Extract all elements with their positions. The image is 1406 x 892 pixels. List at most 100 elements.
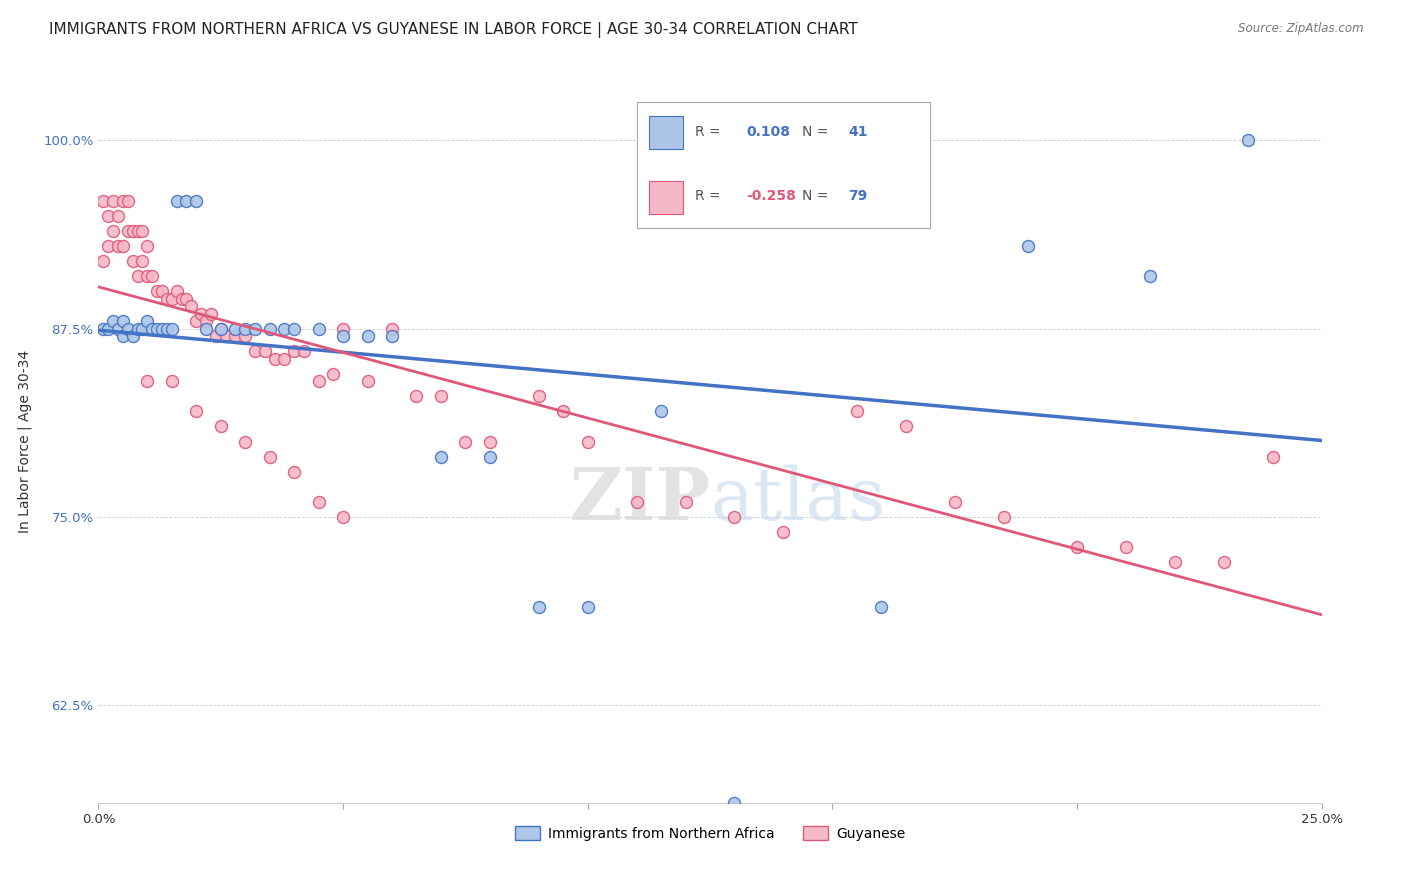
Point <box>993 509 1015 524</box>
Text: ZIP: ZIP <box>569 464 710 535</box>
Point <box>1115 540 1137 554</box>
Point <box>675 495 697 509</box>
Point <box>1212 555 1234 569</box>
Point <box>308 321 330 335</box>
Point <box>209 419 232 434</box>
Point <box>101 314 124 328</box>
Point <box>101 194 124 208</box>
Point <box>97 209 120 223</box>
Point <box>91 253 114 268</box>
Point <box>121 224 143 238</box>
Point <box>117 224 139 238</box>
Point <box>150 321 173 335</box>
Point <box>576 600 599 615</box>
Point <box>233 329 256 343</box>
Point <box>170 292 193 306</box>
Point <box>723 796 745 810</box>
Point <box>186 194 208 208</box>
Point <box>136 239 159 253</box>
Point <box>214 329 236 343</box>
Point <box>381 321 404 335</box>
Point <box>190 307 212 321</box>
Point <box>97 239 120 253</box>
Point <box>176 194 198 208</box>
Point <box>478 434 501 449</box>
Point <box>97 321 120 335</box>
Point <box>180 299 202 313</box>
FancyBboxPatch shape <box>637 102 931 228</box>
Point <box>253 344 276 359</box>
Point <box>127 224 149 238</box>
Text: 41: 41 <box>848 125 868 139</box>
Point <box>478 450 501 464</box>
Bar <box>648 181 683 214</box>
Point <box>626 495 648 509</box>
Point <box>356 375 378 389</box>
Point <box>430 450 453 464</box>
Point <box>1017 239 1039 253</box>
Point <box>283 321 305 335</box>
Point <box>1139 268 1161 283</box>
Point <box>200 307 222 321</box>
Point <box>405 389 427 403</box>
Point <box>292 344 315 359</box>
Bar <box>648 116 683 149</box>
Point <box>117 194 139 208</box>
Point <box>131 321 153 335</box>
Point <box>845 404 868 418</box>
Point <box>111 314 134 328</box>
Point <box>273 321 295 335</box>
Point <box>136 375 159 389</box>
Text: IMMIGRANTS FROM NORTHERN AFRICA VS GUYANESE IN LABOR FORCE | AGE 30-34 CORRELATI: IMMIGRANTS FROM NORTHERN AFRICA VS GUYAN… <box>49 22 858 38</box>
Point <box>146 321 169 335</box>
Point <box>527 600 550 615</box>
Point <box>308 375 330 389</box>
Point <box>650 404 672 418</box>
Y-axis label: In Labor Force | Age 30-34: In Labor Force | Age 30-34 <box>17 350 32 533</box>
Point <box>259 321 281 335</box>
Point <box>117 321 139 335</box>
Text: atlas: atlas <box>710 464 886 534</box>
Point <box>870 600 893 615</box>
Point <box>131 253 153 268</box>
Point <box>150 284 173 298</box>
Point <box>107 321 129 335</box>
Point <box>127 268 149 283</box>
Text: -0.258: -0.258 <box>747 189 797 202</box>
Point <box>322 367 344 381</box>
Point <box>146 284 169 298</box>
Point <box>381 329 404 343</box>
Text: R =: R = <box>696 189 725 202</box>
Point <box>91 194 114 208</box>
Point <box>160 321 183 335</box>
Point <box>160 375 183 389</box>
Point <box>233 321 256 335</box>
Point <box>1066 540 1088 554</box>
Point <box>209 321 232 335</box>
Point <box>332 329 354 343</box>
Point <box>111 329 134 343</box>
Point <box>136 268 159 283</box>
Point <box>553 404 575 418</box>
Point <box>160 292 183 306</box>
Point <box>205 329 228 343</box>
Text: N =: N = <box>801 125 832 139</box>
Point <box>107 239 129 253</box>
Text: 0.108: 0.108 <box>747 125 790 139</box>
Point <box>772 524 794 539</box>
Point <box>156 321 179 335</box>
Point <box>224 321 246 335</box>
Point <box>259 450 281 464</box>
Point <box>332 509 354 524</box>
Point <box>156 292 179 306</box>
Point <box>91 321 114 335</box>
Point <box>576 434 599 449</box>
Point <box>186 314 208 328</box>
Point <box>111 239 134 253</box>
Point <box>454 434 477 449</box>
Point <box>141 321 163 335</box>
Point <box>332 321 354 335</box>
Point <box>195 321 218 335</box>
Point <box>209 321 232 335</box>
Point <box>894 419 917 434</box>
